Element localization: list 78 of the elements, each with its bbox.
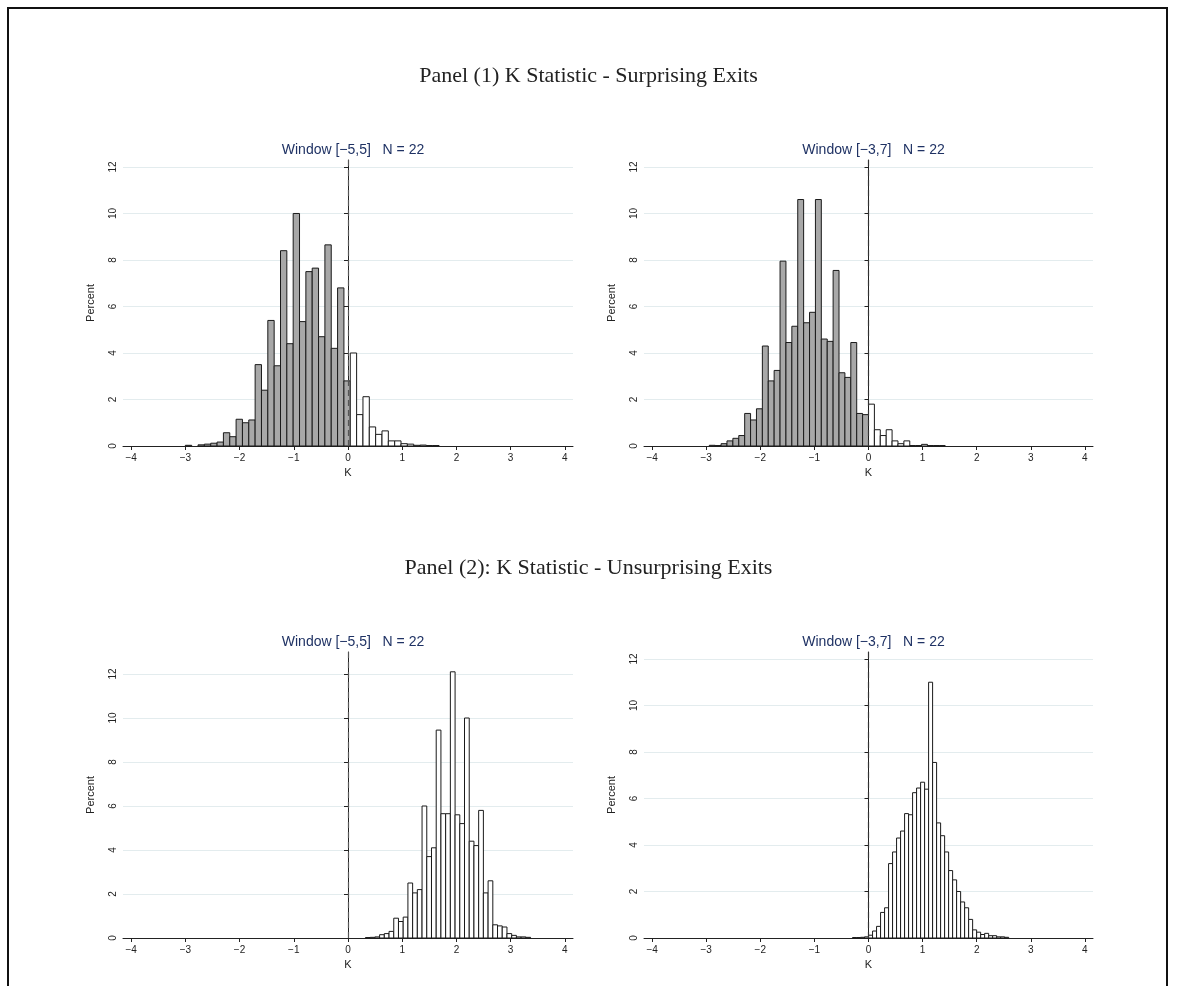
x-tick-label: −2 [233,943,246,955]
x-tick-label: 1 [399,943,406,955]
x-tick-label: 0 [345,451,352,463]
y-tick-label: 6 [627,795,639,802]
x-tick-label: 3 [1028,943,1035,955]
chart-subtitle: Window [−3,7] N = 22 [802,141,945,157]
y-tick-label: 12 [627,652,639,665]
x-tick-label: 4 [1082,943,1089,955]
y-tick-label: 0 [106,934,118,941]
x-tick-label: −1 [288,451,300,463]
x-tick-label: 2 [453,451,460,463]
x-tick-label: −3 [700,451,713,463]
y-tick-label: 10 [627,699,639,712]
y-axis-title: Percent [83,776,96,814]
y-tick-label: 2 [627,396,639,403]
y-tick-label: 10 [106,207,118,220]
chart-title: Panel (2): K Statistic - Unsurprising Exits [403,554,774,580]
x-tick-label: −1 [808,451,821,463]
y-tick-label: 6 [106,303,118,310]
y-tick-label: 0 [627,442,639,449]
y-tick-label: 4 [627,349,639,356]
x-tick-label: −2 [754,451,767,463]
x-tick-label: −4 [646,943,659,955]
x-tick-label: 0 [865,943,872,955]
chart-subtitle: Window [−3,7] N = 22 [802,633,945,649]
y-tick-label: 10 [106,712,118,724]
chart-subtitle: Window [−5,5] N = 22 [281,633,425,649]
y-tick-label: 2 [627,888,639,895]
x-tick-label: 4 [562,943,569,955]
y-tick-label: 6 [627,303,639,310]
x-tick-label: 3 [1028,451,1035,463]
y-axis-title: Percent [604,284,617,322]
x-tick-label: −2 [754,943,767,955]
y-tick-label: 6 [106,802,118,809]
y-axis-title: Percent [83,284,96,322]
x-tick-label: −4 [125,943,138,955]
chart-subtitle: Window [−5,5] N = 22 [281,141,425,157]
x-tick-label: 3 [507,943,514,955]
x-tick-label: 0 [865,451,872,463]
y-tick-label: 10 [627,207,639,220]
y-tick-label: 2 [106,396,118,403]
x-tick-label: 4 [1082,451,1089,463]
y-tick-label: 4 [106,349,118,356]
x-tick-label: 2 [973,943,980,955]
y-tick-label: 0 [627,934,639,941]
x-axis-title: K [864,466,873,479]
x-tick-label: −4 [646,451,659,463]
y-axis-title: Percent [604,776,617,814]
x-tick-label: 1 [919,451,926,463]
x-tick-label: 2 [973,451,980,463]
x-tick-label: −1 [288,943,300,955]
x-tick-label: 4 [562,451,569,463]
y-tick-label: 12 [106,668,118,680]
x-tick-label: −2 [233,451,246,463]
y-tick-label: 8 [106,758,118,765]
x-axis-title: K [344,958,353,971]
x-tick-label: −3 [179,943,192,955]
x-tick-label: −3 [700,943,713,955]
x-tick-label: 1 [919,943,926,955]
x-tick-label: 0 [345,943,352,955]
chart-title: Panel (1) K Statistic - Surprising Exits [418,62,759,88]
x-axis-title: K [864,958,873,971]
y-tick-label: 4 [106,846,118,853]
x-tick-label: 2 [453,943,460,955]
x-tick-label: 1 [399,451,406,463]
x-axis-title: K [344,466,353,479]
y-tick-label: 8 [106,256,118,263]
x-tick-label: −4 [125,451,138,463]
x-tick-label: −3 [179,451,192,463]
y-tick-label: 4 [627,841,639,848]
x-tick-label: 3 [507,451,514,463]
x-tick-label: −1 [808,943,821,955]
y-tick-label: 2 [106,890,118,897]
y-tick-label: 8 [627,748,639,755]
y-tick-label: 0 [106,442,118,449]
y-tick-label: 8 [627,256,639,263]
y-tick-label: 12 [106,160,118,173]
y-tick-label: 12 [627,160,639,173]
